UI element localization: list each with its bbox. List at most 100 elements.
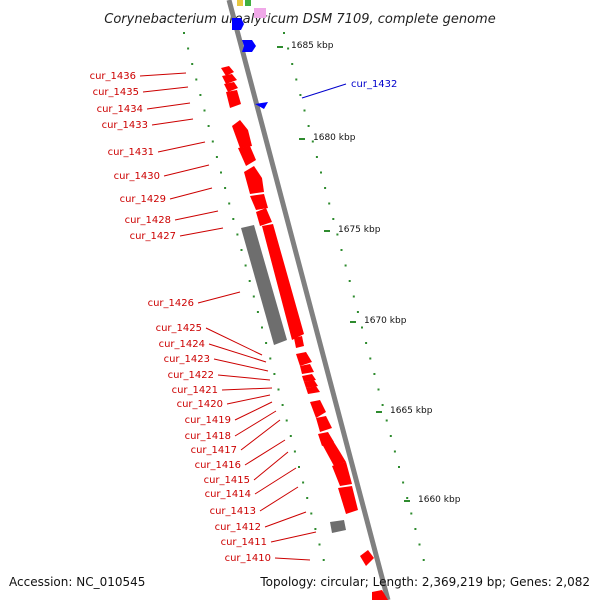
label-leader (254, 467, 297, 495)
scale-tick-label: 1685 kbp (291, 41, 334, 51)
gene-label-cur_1415[interactable]: cur_1415 (204, 475, 250, 486)
gene-1429[interactable] (244, 166, 264, 194)
gene-1435[interactable] (222, 74, 237, 84)
gc-dot (298, 466, 300, 468)
label-leader (205, 327, 263, 356)
gc-dot (256, 311, 259, 313)
gc-dot (291, 63, 294, 65)
gene-label-cur_1414[interactable]: cur_1414 (205, 489, 251, 500)
gene-label-cur_1434[interactable]: cur_1434 (97, 104, 143, 115)
gc-dot (203, 109, 206, 112)
gc-dot (410, 512, 413, 515)
feature-yellow[interactable] (237, 0, 243, 6)
gc-dot (207, 125, 210, 127)
gc-dot (322, 559, 325, 561)
gene-1430[interactable] (238, 146, 256, 166)
gene-1414[interactable] (338, 486, 358, 514)
gene-label-cur_1410[interactable]: cur_1410 (225, 553, 271, 564)
gene-label-cur_1418[interactable]: cur_1418 (185, 431, 231, 442)
gene-label-cur_1425[interactable]: cur_1425 (156, 323, 202, 334)
gc-dot (215, 156, 218, 158)
gc-dot (285, 419, 288, 422)
gene-1421[interactable] (304, 380, 318, 388)
label-leader (234, 410, 277, 437)
gc-dot (303, 109, 306, 112)
gene-1422[interactable] (302, 374, 316, 382)
gc-dot (381, 404, 384, 406)
label-leader (244, 439, 286, 466)
feature-pink[interactable] (254, 8, 266, 18)
gc-dot (302, 481, 305, 484)
gc-dot (252, 295, 255, 298)
gene-1416[interactable] (322, 436, 346, 466)
gene-blue-1[interactable] (232, 18, 244, 30)
gene-label-cur_1423[interactable]: cur_1423 (164, 354, 210, 365)
gc-dot (183, 32, 185, 34)
scale-tick-label: 1680 kbp (313, 133, 356, 143)
gene-1433[interactable] (226, 90, 241, 108)
gene-label-cur_1430[interactable]: cur_1430 (114, 171, 160, 182)
gene-1420[interactable] (306, 386, 320, 394)
gene-blue-2[interactable] (242, 40, 256, 52)
gene-label-cur_1420[interactable]: cur_1420 (177, 399, 223, 410)
gc-dot (356, 311, 359, 313)
label-leader (221, 387, 273, 391)
gene-label-cur_1421[interactable]: cur_1421 (172, 385, 218, 396)
gene-edge[interactable] (372, 590, 388, 600)
gene-label-cur_1429[interactable]: cur_1429 (120, 194, 166, 205)
gc-dot (318, 543, 321, 546)
feature-green[interactable] (245, 0, 251, 6)
gene-gray-small[interactable] (330, 520, 346, 533)
gene-label-cur_1411[interactable]: cur_1411 (221, 537, 267, 548)
gene-label-cur_1416[interactable]: cur_1416 (195, 460, 241, 471)
gc-dot (261, 326, 263, 329)
gene-label-cur_1436[interactable]: cur_1436 (90, 71, 136, 82)
label-leader (217, 374, 271, 381)
gene-1424[interactable] (296, 352, 312, 366)
gene-1436[interactable] (221, 66, 234, 76)
gene-1434[interactable] (224, 82, 238, 92)
gene-label-cur_1426[interactable]: cur_1426 (148, 298, 194, 309)
gc-dot (320, 171, 322, 174)
gene-label-cur_1435[interactable]: cur_1435 (93, 87, 139, 98)
gene-1426[interactable] (262, 224, 304, 340)
gene-1410[interactable] (360, 550, 374, 566)
label-leader (197, 291, 241, 304)
gene-label-cur_1412[interactable]: cur_1412 (215, 522, 261, 533)
gene-label-cur_1433[interactable]: cur_1433 (102, 120, 148, 131)
gc-dot-track-outer (283, 32, 425, 561)
gene-1427[interactable] (256, 208, 272, 226)
gene-label-cur_1419[interactable]: cur_1419 (185, 415, 231, 426)
gc-dot (344, 264, 347, 267)
gene-label-cur_1417[interactable]: cur_1417 (191, 445, 237, 456)
gene-1415[interactable] (332, 462, 352, 486)
gc-dot (307, 125, 310, 127)
gene-label-cur_1427[interactable]: cur_1427 (130, 231, 176, 242)
gene-1431[interactable] (232, 120, 252, 148)
gene-label-cur_1431[interactable]: cur_1431 (108, 147, 154, 158)
gene-label-cur_1424[interactable]: cur_1424 (159, 339, 205, 350)
gene-label-cur_1413[interactable]: cur_1413 (210, 506, 256, 517)
gene-blue-reverse[interactable] (255, 102, 268, 109)
gc-dot (244, 264, 247, 267)
gene-gray-long[interactable] (241, 225, 287, 345)
label-leader (157, 141, 206, 153)
label-leader (151, 118, 194, 126)
gc-dot (211, 140, 214, 143)
gene-1423[interactable] (300, 364, 314, 374)
gene-1428[interactable] (250, 194, 268, 210)
gc-dot (293, 450, 296, 453)
label-leader (142, 86, 189, 93)
gene-1419[interactable] (310, 400, 326, 418)
gene-label-cur_1432[interactable]: cur_1432 (351, 79, 397, 90)
gc-dot (315, 156, 318, 158)
scale-tick-label: 1665 kbp (390, 406, 433, 416)
label-leader (208, 343, 267, 363)
gc-dot (377, 388, 380, 391)
gc-dot (314, 528, 317, 530)
gene-1418[interactable] (316, 416, 332, 432)
scale-ticks: 1685 kbp 1680 kbp 1675 kbp 1670 kbp 1665 kbp… (277, 41, 461, 505)
gene-label-cur_1422[interactable]: cur_1422 (168, 370, 214, 381)
gene-1425[interactable] (294, 336, 304, 348)
gene-label-cur_1428[interactable]: cur_1428 (125, 215, 171, 226)
